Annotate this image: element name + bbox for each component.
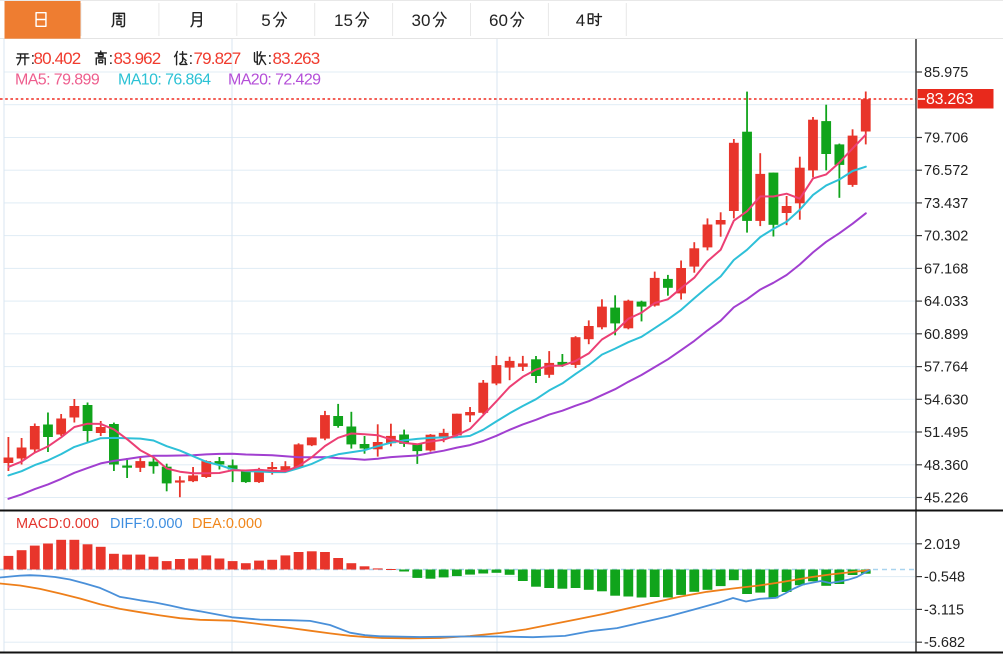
svg-text:60.899: 60.899: [924, 327, 968, 343]
svg-text:83.263: 83.263: [273, 49, 320, 68]
svg-text:79.706: 79.706: [924, 131, 968, 147]
svg-text::: :: [189, 49, 194, 68]
svg-text:45.226: 45.226: [924, 491, 968, 507]
svg-text:76.572: 76.572: [924, 163, 968, 179]
svg-text:15: 15: [334, 11, 353, 30]
svg-text:79.827: 79.827: [194, 49, 241, 68]
svg-text:54.630: 54.630: [924, 392, 968, 408]
svg-text:MA10: 76.864: MA10: 76.864: [118, 72, 211, 89]
svg-text:64.033: 64.033: [924, 294, 968, 310]
svg-text:-0.548: -0.548: [924, 570, 965, 586]
svg-text:MA5: 79.899: MA5: 79.899: [15, 72, 100, 89]
svg-text:4: 4: [576, 11, 585, 30]
svg-text:83.263: 83.263: [926, 91, 974, 108]
svg-text:73.437: 73.437: [924, 196, 968, 212]
svg-text:DEA:0.000: DEA:0.000: [192, 516, 262, 532]
svg-text:5: 5: [261, 11, 270, 30]
svg-text:67.168: 67.168: [924, 261, 968, 277]
svg-text:30: 30: [412, 11, 431, 30]
svg-text:85.975: 85.975: [924, 65, 968, 81]
svg-text:51.495: 51.495: [924, 425, 968, 441]
svg-text:DIFF:0.000: DIFF:0.000: [110, 516, 183, 532]
svg-text:48.360: 48.360: [924, 458, 968, 474]
svg-text:-5.682: -5.682: [924, 635, 965, 651]
svg-text::: :: [31, 49, 36, 68]
svg-text:60: 60: [489, 11, 508, 30]
svg-text::: :: [109, 49, 114, 68]
svg-text:57.764: 57.764: [924, 360, 968, 376]
svg-text:80.402: 80.402: [34, 49, 81, 68]
svg-text:MA20: 72.429: MA20: 72.429: [228, 72, 321, 89]
svg-text:70.302: 70.302: [924, 229, 968, 245]
svg-text:MACD:0.000: MACD:0.000: [16, 516, 99, 532]
svg-text::: :: [268, 49, 273, 68]
svg-text:-3.115: -3.115: [924, 602, 964, 618]
svg-text:83.962: 83.962: [114, 49, 161, 68]
svg-text:2.019: 2.019: [924, 537, 960, 553]
